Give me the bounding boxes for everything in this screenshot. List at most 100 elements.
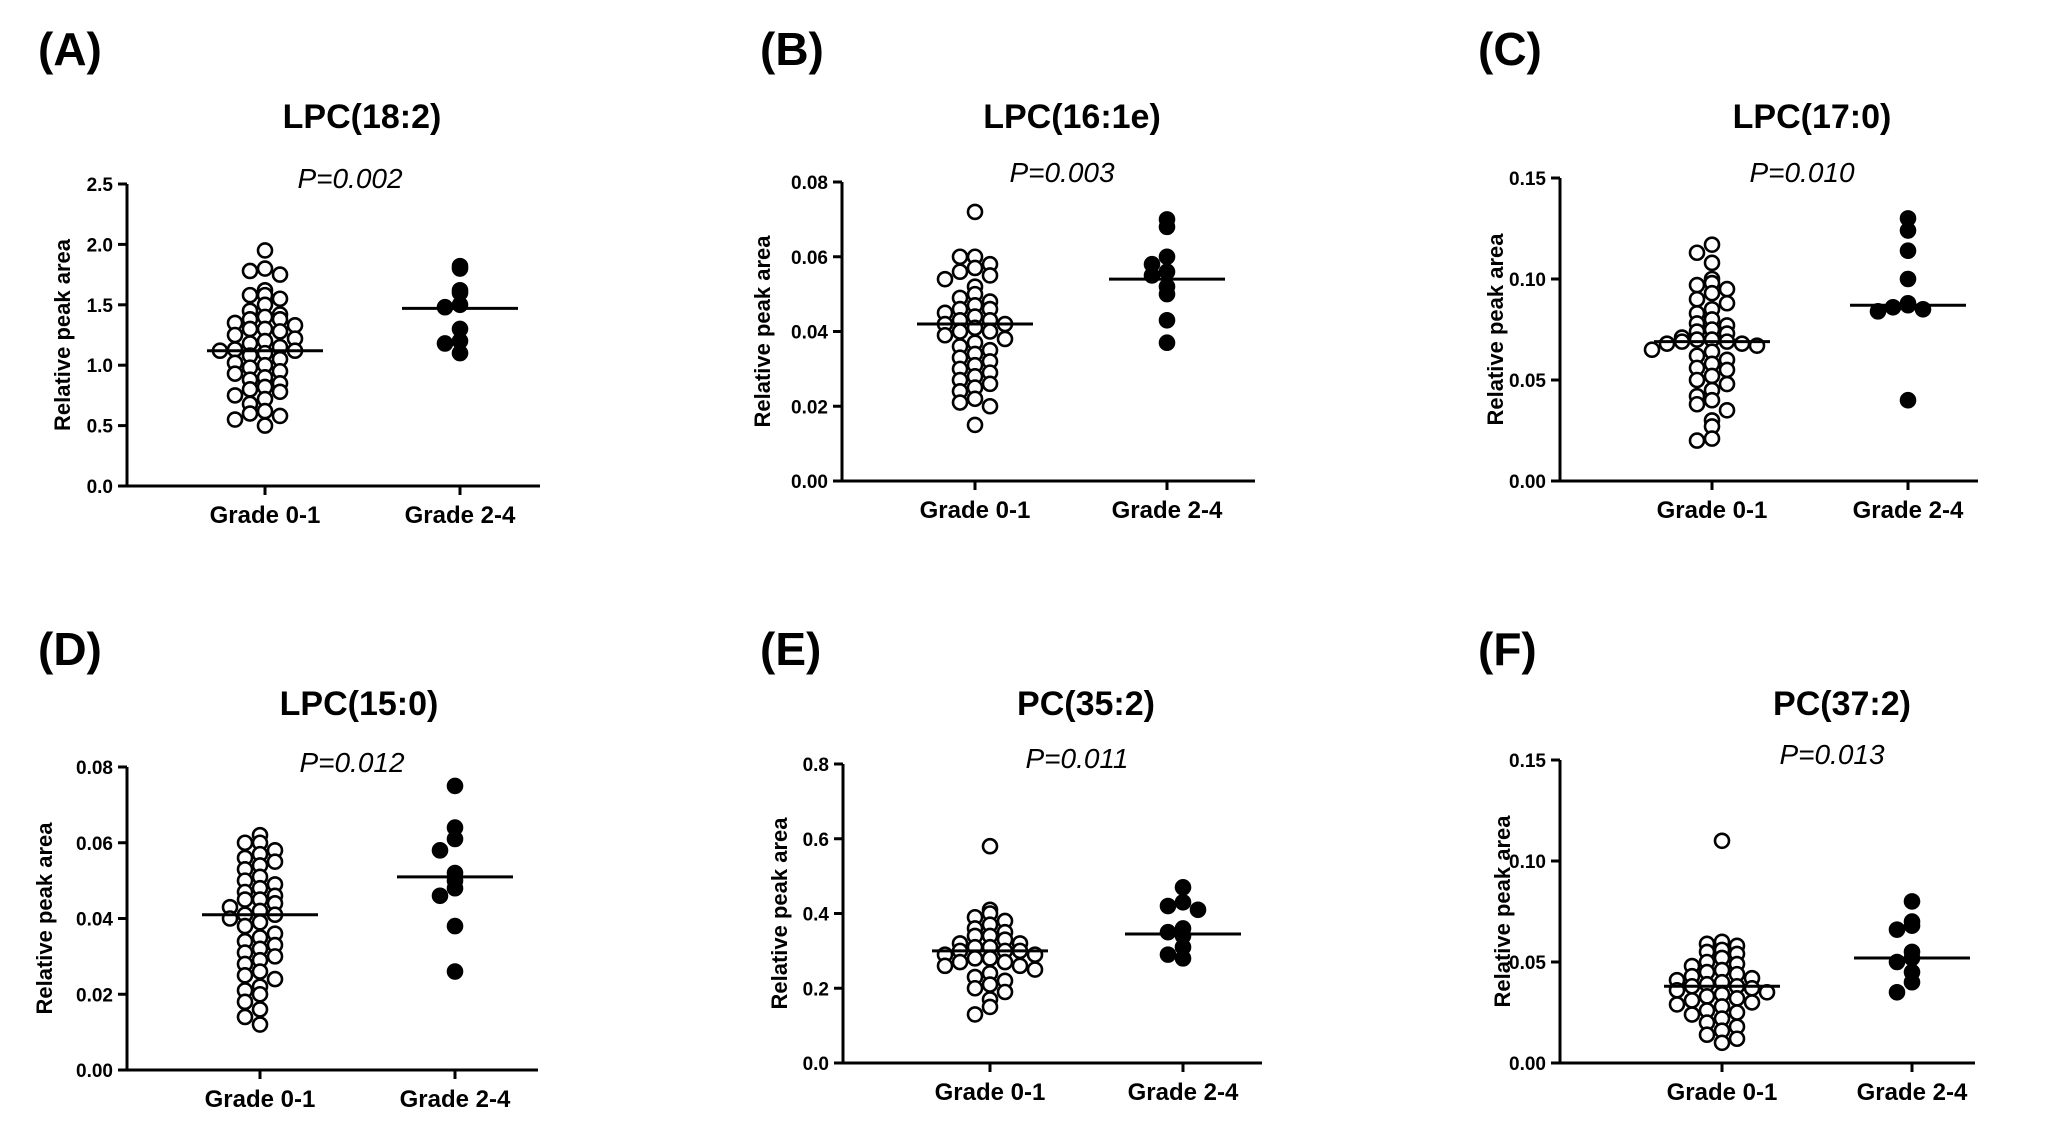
data-point-grade-2-4 [446,777,464,795]
data-point-grade-0-1 [256,402,274,420]
data-point-grade-0-1 [981,976,999,993]
data-point-grade-0-1 [241,262,259,280]
data-point-grade-2-4 [1158,334,1176,352]
data-point-grade-0-1 [966,203,984,221]
data-point-grade-2-4 [1158,248,1176,266]
data-point-grade-0-1 [1703,391,1721,409]
data-point-grade-0-1 [1698,988,1716,1005]
data-point-grade-2-4 [1899,242,1917,260]
data-point-grade-0-1 [1743,994,1761,1011]
x-tick-label: Grade 2-4 [1857,1079,1968,1106]
data-point-grade-2-4 [1903,893,1921,910]
data-point-grade-0-1 [236,834,254,852]
y-tick-label: 0.10 [1509,852,1546,873]
data-point-grade-0-1 [1733,335,1751,352]
y-tick-label: 0.02 [791,397,828,418]
data-point-grade-0-1 [1718,401,1736,419]
x-tick-label: Grade 0-1 [210,502,321,529]
panel-letter: (E) [760,623,821,675]
data-point-grade-2-4 [1899,222,1917,239]
panel-letter: (D) [38,623,102,675]
data-point-grade-0-1 [226,326,244,344]
y-tick-label: 0.00 [76,1061,113,1082]
y-axis-title: Relative peak area [1483,233,1508,426]
data-point-grade-0-1 [1683,1006,1701,1023]
data-point-grade-0-1 [256,242,274,259]
y-tick-label: 1.5 [87,296,114,317]
data-point-grade-0-1 [966,950,984,967]
panel-d: (D) LPC(15:0) P=0.012 0.00 0.02 0.04 0.06 0.08 R… [32,623,538,1113]
data-point-grade-0-1 [266,853,284,870]
y-tick-label: 0.0 [87,477,113,498]
data-point-grade-0-1 [241,381,259,398]
data-point-grade-0-1 [951,263,969,281]
panel-letter: (A) [38,23,102,75]
y-tick-label: 0.00 [1509,472,1546,493]
chart-title: PC(35:2) [1017,685,1155,723]
data-point-grade-0-1 [1703,284,1721,302]
y-tick-label: 0.08 [791,173,828,194]
x-tick-label: Grade 2-4 [405,502,516,529]
panel-e: (E) PC(35:2) P=0.011 0.0 0.2 0.4 0.6 0.8 Relativ… [760,623,1262,1106]
data-point-grade-2-4 [1174,879,1192,896]
y-tick-label: 0.5 [87,417,114,438]
data-point-grade-0-1 [996,330,1014,348]
data-point-grade-0-1 [251,1001,269,1018]
data-point-grade-0-1 [271,383,289,401]
panel-letter: (B) [760,23,824,75]
data-point-grade-0-1 [236,967,254,984]
data-point-grade-2-4 [446,963,464,980]
data-point-grade-0-1 [226,365,244,382]
data-point-grade-0-1 [236,917,254,935]
data-point-grade-2-4 [1189,901,1207,919]
data-point-grade-2-4 [431,842,449,859]
data-point-grade-0-1 [966,259,984,277]
x-tick-label: Grade 2-4 [1853,497,1964,524]
x-tick-label: Grade 2-4 [400,1086,511,1113]
x-tick-label: Grade 0-1 [935,1079,1046,1106]
y-tick-label: 0.06 [76,834,113,855]
data-point-grade-2-4 [436,335,454,352]
y-tick-label: 0.05 [1509,953,1546,974]
data-point-grade-0-1 [1698,1026,1716,1044]
x-tick-label: Grade 0-1 [1667,1079,1778,1106]
y-tick-label: 0.00 [791,472,828,493]
data-point-grade-2-4 [446,830,464,848]
data-point-grade-0-1 [271,407,289,425]
data-point-grade-0-1 [226,411,244,428]
data-point-grade-0-1 [241,320,259,338]
data-point-grade-0-1 [271,323,289,340]
data-point-grade-0-1 [1688,276,1706,294]
data-point-grade-0-1 [951,323,969,340]
chart-title: PC(37:2) [1773,685,1911,723]
data-point-grade-0-1 [1728,1030,1746,1048]
y-tick-label: 0.0 [803,1054,829,1075]
data-point-grade-2-4 [446,879,464,897]
data-point-grade-0-1 [1743,979,1761,997]
y-tick-label: 0.15 [1509,751,1546,772]
data-point-grade-0-1 [1688,371,1706,389]
y-axis-title: Relative peak area [750,235,775,428]
data-point-grade-0-1 [251,963,269,980]
y-tick-label: 0.4 [803,905,830,926]
data-point-grade-0-1 [1728,1004,1746,1021]
data-point-grade-0-1 [966,979,984,997]
data-point-grade-0-1 [256,260,274,277]
data-point-grade-2-4 [451,260,469,277]
y-tick-label: 0.2 [803,979,829,1000]
data-point-grade-0-1 [271,266,289,283]
chart-title: LPC(18:2) [283,98,442,136]
x-tick-label: Grade 2-4 [1112,497,1223,524]
data-point-grade-2-4 [1158,311,1176,329]
data-point-grade-2-4 [1159,897,1177,915]
y-tick-label: 0.6 [803,830,829,851]
data-point-grade-0-1 [1703,236,1721,253]
data-point-grade-2-4 [1888,983,1906,1001]
data-point-grade-0-1 [936,270,954,288]
chart-title: LPC(16:1e) [983,98,1161,136]
x-tick-label: Grade 0-1 [205,1086,316,1113]
data-point-grade-0-1 [266,970,284,988]
y-tick-label: 0.05 [1509,371,1546,392]
y-axis-title: Relative peak area [1490,815,1515,1008]
y-tick-label: 0.02 [76,985,113,1006]
